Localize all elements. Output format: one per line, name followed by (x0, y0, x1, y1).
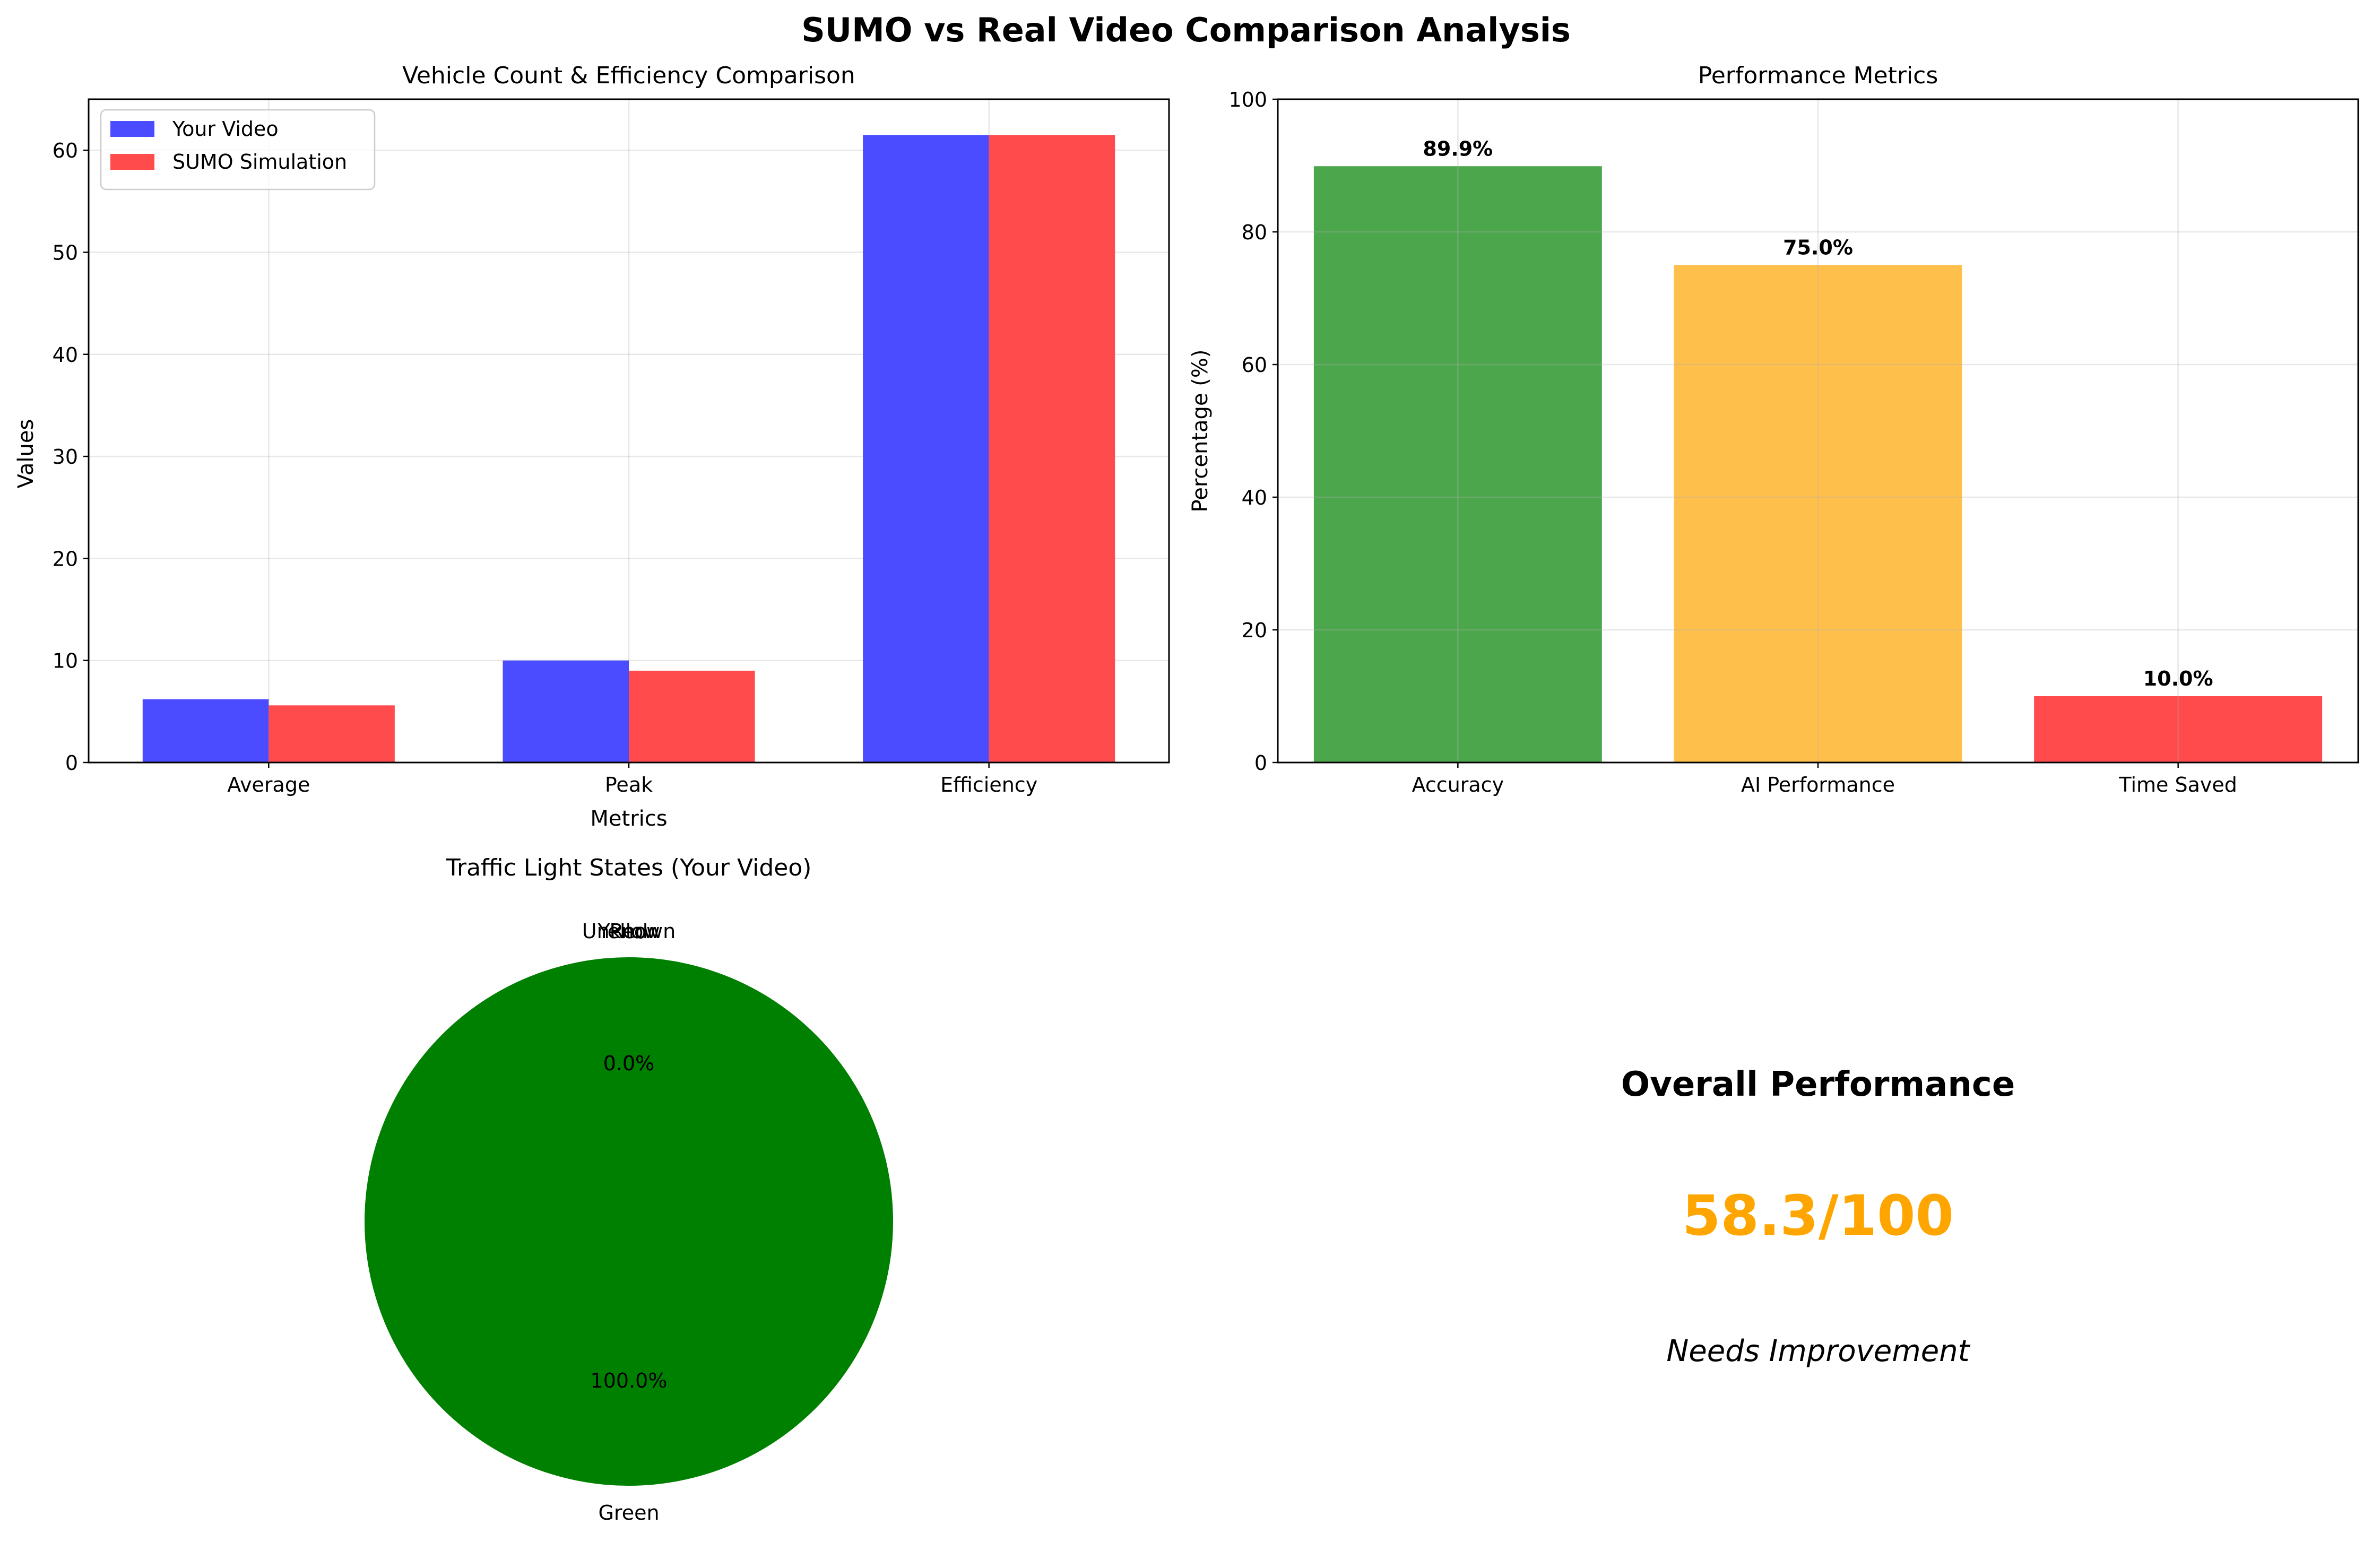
pie-pct-label-red: 0.0% (603, 1052, 655, 1075)
overall-performance-heading: Overall Performance (1621, 1065, 2015, 1104)
legend-label-sumo-simulation: SUMO Simulation (172, 150, 347, 174)
x-tick-label-accuracy: Accuracy (1412, 773, 1504, 796)
pie-pct-label-unknown: 0.0% (603, 1052, 655, 1075)
performance-metrics-ylabel: Percentage (%) (1188, 350, 1213, 513)
bar-your-video-efficiency (863, 135, 989, 763)
traffic-light-pie-title: Traffic Light States (Your Video) (446, 854, 812, 881)
legend-label-your-video: Your Video (172, 117, 279, 141)
overall-performance-panel: Overall Performance 58.3/100 Needs Impro… (1621, 1065, 2015, 1368)
performance-metrics-chart: Performance Metrics Percentage (%) 89.9%… (1188, 62, 2359, 796)
traffic-light-pie-chart: Traffic Light States (Your Video) Green 1… (365, 854, 893, 1524)
y-tick-label: 50 (53, 241, 78, 264)
pie-label-unknown: Unknown (582, 920, 676, 943)
vehicle-count-legend: Your Video SUMO Simulation (100, 109, 376, 190)
y-tick-label: 80 (1242, 221, 1267, 244)
x-tick-label-average: Average (227, 773, 310, 796)
bar-sumo-simulation-efficiency (989, 135, 1115, 763)
bar-time-saved (2034, 696, 2323, 763)
pie-label-green: Green (598, 1501, 659, 1524)
bar-ai-performance (1674, 265, 1962, 763)
pie-pct-label-yellow: 0.0% (603, 1052, 655, 1075)
value-label-time-saved: 10.0% (2143, 667, 2213, 690)
x-tick-label-peak: Peak (605, 773, 653, 796)
vehicle-count-chart-title: Vehicle Count & Efficiency Comparison (402, 62, 855, 89)
y-tick-label: 60 (1242, 353, 1267, 377)
legend-swatch-your-video (110, 121, 154, 137)
legend-box (100, 109, 376, 190)
overall-performance-score: 58.3/100 (1682, 1183, 1954, 1248)
figure-suptitle: SUMO vs Real Video Comparison Analysis (801, 11, 1571, 49)
legend-swatch-sumo-simulation (110, 154, 154, 170)
y-tick-label: 60 (53, 139, 78, 162)
bar-accuracy (1313, 166, 1602, 763)
x-tick-label-efficiency: Efficiency (940, 773, 1037, 796)
vehicle-count-plot-frame (88, 98, 1170, 764)
pie-slice-green (365, 957, 893, 1486)
value-label-ai-performance: 75.0% (1783, 236, 1853, 259)
y-tick-label: 20 (53, 547, 78, 570)
bar-your-video-peak (503, 660, 629, 763)
performance-metrics-title: Performance Metrics (1698, 62, 1938, 89)
value-label-accuracy: 89.9% (1423, 137, 1493, 160)
pie-label-yellow: Yellow (598, 920, 660, 943)
bar-your-video-average (142, 699, 269, 763)
pie-pct-label-green: 100.0% (591, 1369, 668, 1392)
y-tick-label: 40 (1242, 486, 1267, 509)
y-tick-label: 0 (1254, 751, 1267, 775)
vehicle-count-ylabel: Values (14, 419, 38, 489)
pie-label-red: Red (610, 920, 648, 943)
vehicle-count-chart: Vehicle Count & Efficiency Comparison Me… (14, 62, 1170, 831)
bar-sumo-simulation-peak (629, 670, 755, 763)
performance-metrics-plot-frame (1277, 98, 2359, 764)
y-tick-label: 0 (65, 751, 78, 775)
y-tick-label: 40 (53, 343, 78, 367)
y-tick-label: 100 (1228, 88, 1267, 111)
x-tick-label-ai-performance: AI Performance (1741, 773, 1895, 796)
y-tick-label: 30 (53, 445, 78, 469)
vehicle-count-xlabel: Metrics (590, 807, 667, 831)
bar-sumo-simulation-average (269, 705, 395, 763)
overall-performance-verdict: Needs Improvement (1666, 1334, 1970, 1368)
x-tick-label-time-saved: Time Saved (2118, 773, 2237, 796)
y-tick-label: 20 (1242, 619, 1267, 642)
y-tick-label: 10 (53, 649, 78, 673)
